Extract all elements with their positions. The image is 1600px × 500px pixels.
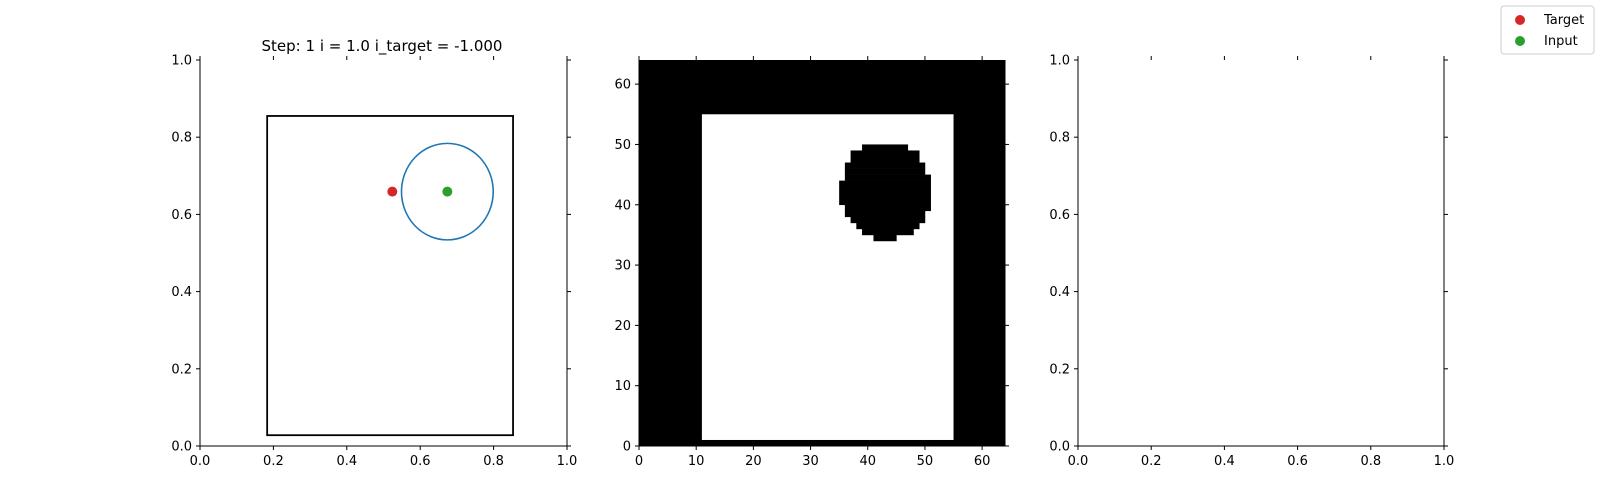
y-tick-label: 40 [614,198,631,213]
obstacle-cell-row [844,210,926,218]
y-tick-label: 0.6 [1049,208,1070,223]
boundary-rectangle [266,115,514,437]
x-tick-label: 30 [802,454,819,469]
input-point [442,186,453,197]
x-tick-label: 10 [688,454,705,469]
legend-marker-input [1515,36,1525,46]
obstacle-cell-row [844,174,931,181]
obstacle-cell-row [850,156,920,163]
plot-area [639,60,1005,446]
x-tick-label: 0 [635,454,643,469]
axes: 0.0 0.2 0.4 0.6 0.8 1.0 0.0 0.2 0.4 0.6 0.8 1.0 [171,54,577,470]
obstacle-cell-row [873,234,897,242]
y-tick-label: 0.0 [171,440,192,455]
y-tick-label: 0.4 [1049,285,1070,300]
obstacle-cell-row [844,204,931,212]
legend: Target Input [1500,5,1595,55]
y-tick-label: 0.8 [171,131,192,146]
panel-title: Step: 1 i = 1.0 i_target = -1.000 [262,37,503,56]
axes: 0 10 20 30 40 50 60 0 10 20 30 40 50 60 [614,56,1009,469]
obstacle-cell-row [856,222,920,230]
x-tick-label: 0.2 [263,454,284,469]
obstacle-cell-row [844,162,926,169]
y-tick-label: 0.6 [171,208,192,223]
x-tick-label: 0.2 [1141,454,1162,469]
panel-occupancy-grid: 0 10 20 30 40 50 60 0 10 20 30 40 50 60 [614,56,1009,469]
x-tick-label: 0.0 [1068,454,1089,469]
panel-empty: 0.0 0.2 0.4 0.6 0.8 1.0 0.0 0.2 0.4 0.6 0.8 1.0 [1049,54,1454,470]
y-tick-label: 1.0 [171,54,192,69]
y-tick-label: 0 [623,440,631,455]
legend-label-target: Target [1543,13,1584,28]
obstacle-cell-row [844,168,926,175]
y-tick-label: 0.0 [1049,440,1070,455]
x-tick-label: 60 [974,454,991,469]
x-tick-label: 1.0 [1434,454,1455,469]
y-tick-label: 0.8 [1049,131,1070,146]
y-tick-label: 10 [614,379,631,394]
x-tick-label: 20 [745,454,762,469]
target-point [387,186,398,197]
obstacle-cell-row [839,180,931,206]
y-tick-label: 0.2 [171,362,192,377]
x-tick-label: 50 [917,454,934,469]
y-tick-label: 50 [614,138,631,153]
radius-circle [400,142,495,241]
x-tick-label: 0.6 [1287,454,1308,469]
plot-area [266,115,514,437]
axes: 0.0 0.2 0.4 0.6 0.8 1.0 0.0 0.2 0.4 0.6 0.8 1.0 [1049,54,1454,470]
y-tick-label: 60 [614,78,631,93]
y-tick-label: 20 [614,319,631,334]
y-tick-label: 0.2 [1049,362,1070,377]
y-tick-label: 30 [614,259,631,274]
x-tick-label: 0.4 [1214,454,1235,469]
legend-marker-target [1515,15,1525,25]
x-tick-label: 0.8 [483,454,504,469]
x-tick-label: 0.6 [410,454,431,469]
x-tick-label: 0.8 [1360,454,1381,469]
obstacle-cell-row [862,228,914,236]
x-tick-label: 0.0 [190,454,211,469]
x-tick-label: 1.0 [557,454,578,469]
x-tick-label: 40 [859,454,876,469]
y-tick-label: 1.0 [1049,54,1070,69]
obstacle-cell-row [862,144,909,151]
x-tick-label: 0.4 [336,454,357,469]
legend-label-input: Input [1544,34,1578,49]
y-tick-label: 0.4 [171,285,192,300]
obstacle-cell-row [850,216,926,224]
panel-trajectory: Step: 1 i = 1.0 i_target = -1.000 0.0 0.2… [171,37,577,469]
obstacle-cell-row [850,150,920,157]
